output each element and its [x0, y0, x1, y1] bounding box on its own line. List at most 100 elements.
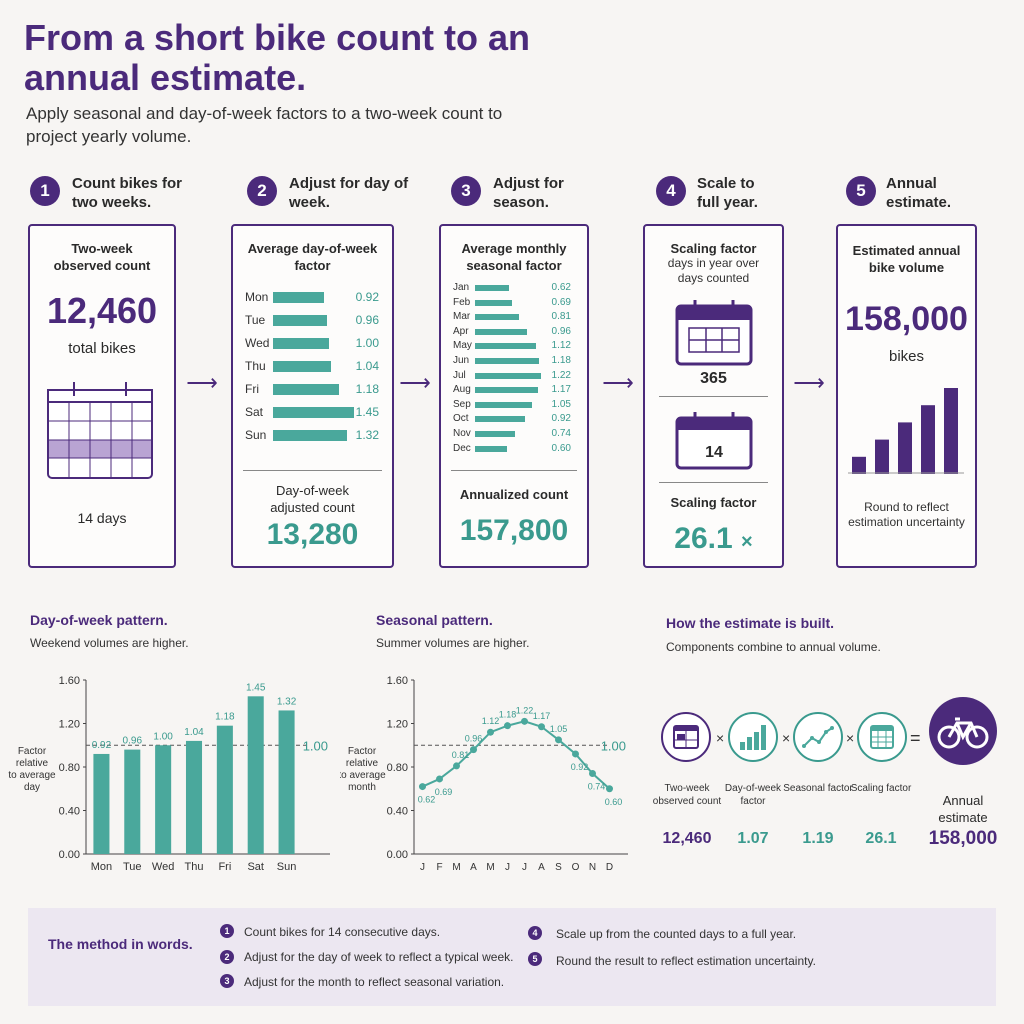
- calendar-icon: [47, 382, 153, 479]
- method-number: 3: [220, 974, 234, 988]
- y-axis-label-line: Factor: [18, 746, 47, 757]
- days-in-year: 365: [700, 370, 727, 387]
- step-5-label: Annual estimate.: [886, 175, 952, 211]
- step-1-label: Count bikes for two weeks.: [72, 175, 183, 211]
- month-row-value: 1.05: [551, 398, 571, 410]
- y-tick-label: 0.40: [387, 806, 408, 818]
- bar: [278, 710, 295, 854]
- seasonal-line-chart: 0.00 0.40 0.80 1.20 1.60 Factor relative to ave…: [340, 675, 628, 873]
- month-factor-bar: [475, 285, 509, 291]
- dow-row-label: Thu: [245, 359, 266, 373]
- dow-adjusted-value: 13,280: [266, 518, 359, 551]
- scaling-factor-value: 26.1: [674, 522, 733, 555]
- divider: [659, 396, 768, 397]
- bar-value-label: 1.04: [184, 727, 204, 738]
- step-1-number: 1: [30, 176, 60, 206]
- x-tick-label: D: [606, 862, 613, 873]
- x-tick-label: A: [538, 862, 545, 873]
- y-axis-label-line: to average: [8, 770, 56, 781]
- dow-factor-bar: [273, 361, 331, 372]
- month-row-value: 0.96: [551, 325, 571, 337]
- x-tick-label: Tue: [123, 861, 142, 873]
- dow-factor-bar: [273, 338, 329, 349]
- month-factor-bar: [475, 416, 525, 423]
- month-row-value: 1.18: [551, 355, 571, 366]
- growth-bars-icon: [848, 388, 964, 474]
- month-row-value: 0.74: [551, 428, 571, 439]
- point-value-label: 0.60: [605, 797, 623, 807]
- divider: [243, 470, 382, 471]
- x-tick-label: M: [452, 862, 460, 873]
- month-row-label: Dec: [453, 442, 471, 454]
- month-row-label: May: [453, 340, 472, 352]
- count-days: 14 days: [77, 510, 127, 526]
- x-tick-label: Fri: [218, 861, 231, 873]
- scaling-factor-label: Scaling factor: [670, 495, 757, 510]
- month-factor-bar: [475, 343, 536, 350]
- line-chart-icon: [793, 712, 843, 762]
- component-value: 1.19: [802, 830, 834, 847]
- annual-estimate-value: 158,000: [845, 300, 968, 338]
- x-tick-label: F: [436, 862, 442, 873]
- data-point: [538, 723, 545, 731]
- step-4-number: 4: [656, 176, 686, 206]
- how-section-title: How the estimate is built.: [666, 615, 835, 631]
- bar: [216, 725, 233, 854]
- y-axis-label-line: to average: [340, 770, 386, 781]
- month-row-label: Jun: [453, 355, 470, 366]
- x-tick-label: Mon: [91, 861, 112, 873]
- point-value-label: 1.18: [499, 710, 517, 720]
- y-tick-label: 1.60: [59, 675, 80, 687]
- month-factor-bar: [475, 431, 515, 437]
- month-row-label: Feb: [453, 296, 471, 308]
- step-3-number: 3: [451, 176, 481, 206]
- x-tick-label: M: [486, 862, 494, 873]
- equals-icon: =: [910, 728, 921, 748]
- month-row-label: Jan: [453, 282, 470, 293]
- point-value-label: 0.96: [465, 734, 483, 744]
- method-item: Count bikes for 14 consecutive days.: [244, 925, 441, 939]
- y-tick-label: 0.00: [387, 849, 408, 861]
- bicycle-icon: [929, 697, 997, 765]
- component-label: Day-of-week factor: [724, 783, 782, 807]
- point-value-label: 1.17: [533, 711, 551, 721]
- bar-chart-icon: [728, 712, 778, 762]
- data-point: [470, 746, 477, 754]
- method-item: Adjust for the month to reflect seasonal…: [244, 975, 505, 989]
- scaling-factor-result: 26.1 ×: [645, 522, 782, 556]
- component-label: Seasonal factor: [783, 783, 853, 794]
- mini-bar: [898, 422, 912, 474]
- month-row-label: Nov: [453, 428, 471, 439]
- method-number: 2: [220, 950, 234, 964]
- dow-factor-bar: [273, 292, 324, 303]
- dow-row-value: 1.00: [355, 336, 379, 350]
- bar: [93, 753, 110, 854]
- calendar-grid-icon: [675, 300, 753, 366]
- x-tick-label: Sun: [277, 861, 297, 873]
- mini-bar: [852, 456, 866, 474]
- bar-value-label: 1.18: [215, 712, 235, 723]
- dow-bar-chart: 0.00 0.40 0.80 1.20 1.60 Factor relative to ave…: [8, 675, 330, 873]
- days-counted: 14: [705, 444, 723, 461]
- dow-section-subtitle: Weekend volumes are higher.: [30, 636, 189, 650]
- multiply-icon: ×: [846, 730, 855, 746]
- bar-value-label: 1.32: [277, 696, 297, 707]
- point-value-label: 1.05: [550, 724, 568, 734]
- panel-annual-estimate: Estimated annual bike volume 158,000 bik…: [836, 224, 977, 568]
- dow-row-label: Mon: [245, 290, 269, 304]
- step-2-label: Adjust for day of week.: [289, 175, 409, 211]
- dow-row-value: 1.04: [355, 359, 379, 373]
- panel-scaling: Scaling factor days in year over days co…: [643, 224, 784, 568]
- page-subtitle: Apply seasonal and day-of-week factors t…: [26, 104, 503, 146]
- data-point: [487, 728, 494, 736]
- panel-day-of-week: Average day-of-week factor Mon 0.92 Tue 0.9…: [231, 224, 394, 568]
- panel-title: Estimated annual bike volume: [852, 243, 961, 275]
- method-item: Adjust for the day of week to reflect a …: [244, 950, 514, 964]
- page-title: From a short bike count to an annual est…: [24, 17, 531, 98]
- times-icon: ×: [741, 531, 753, 553]
- method-item: Round the result to reflect estimation u…: [556, 954, 816, 968]
- dow-row-value: 1.32: [355, 428, 379, 442]
- month-factor-bar: [475, 299, 512, 306]
- bar: [247, 696, 264, 854]
- point-value-label: 0.62: [418, 795, 436, 805]
